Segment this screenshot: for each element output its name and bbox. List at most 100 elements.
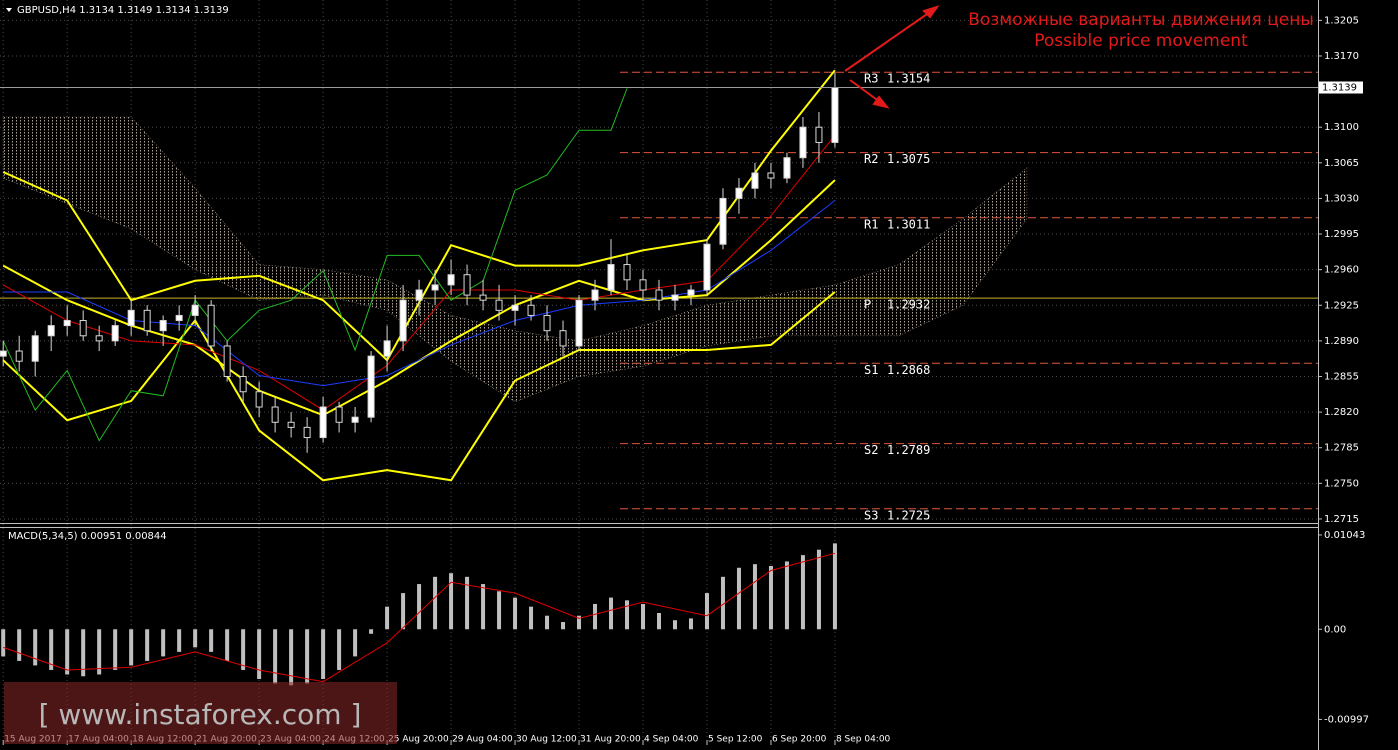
macd-bar <box>513 597 518 630</box>
candle-body <box>175 314 183 322</box>
macd-bar <box>561 622 566 630</box>
macd-bar <box>97 629 102 675</box>
candle-body <box>655 289 663 301</box>
pivot-label: S2 <box>864 443 878 457</box>
candle-body <box>687 289 695 296</box>
pivot-label: S3 <box>864 508 878 522</box>
candle-body <box>287 421 295 428</box>
macd-bar <box>161 629 166 657</box>
candle-body <box>767 172 775 179</box>
candle-body <box>95 335 103 342</box>
macd-bar <box>784 561 789 630</box>
macd-bar <box>81 629 86 677</box>
pivot-value: 1.2868 <box>887 363 930 377</box>
y-tick-label: 0.00 <box>1324 624 1346 635</box>
candle-body <box>543 314 551 332</box>
chart-title: GBPUSD,H4 1.3134 1.3149 1.3134 1.3139 <box>17 5 229 16</box>
macd-bar <box>401 593 406 630</box>
pivot-value: 1.3075 <box>887 152 930 166</box>
candle-body <box>639 279 647 291</box>
macd-bar <box>209 629 214 652</box>
candle-body <box>47 325 55 337</box>
ichimoku-cloud <box>2 116 1028 403</box>
macd-bar <box>369 629 374 634</box>
candle-body <box>399 299 407 342</box>
candle-body <box>607 264 615 291</box>
candle-body <box>63 320 71 327</box>
candle-body <box>127 309 135 327</box>
pivot-label: R1 <box>864 217 878 231</box>
x-tick-label: 5 Sep 12:00 <box>708 735 763 745</box>
x-tick-label: 6 Sep 20:00 <box>772 735 827 745</box>
candle-body <box>383 340 391 357</box>
y-tick-label: 0.01043 <box>1324 530 1365 541</box>
macd-bar <box>33 629 38 666</box>
candle-body <box>623 264 631 281</box>
macd-bar <box>49 629 54 670</box>
candle-body <box>303 426 311 439</box>
pivot-label: P <box>864 298 871 312</box>
y-tick-label: 1.3030 <box>1324 193 1359 204</box>
macd-bar <box>688 618 693 630</box>
macd-bar <box>17 629 22 661</box>
candle-body <box>143 309 151 332</box>
x-tick-label: 29 Aug 04:00 <box>452 735 513 745</box>
x-tick-label: 8 Sep 04:00 <box>836 735 891 745</box>
y-tick-label: 1.2995 <box>1324 229 1359 240</box>
annotation: Possible price movement <box>1034 31 1248 51</box>
macd-bar <box>337 629 342 670</box>
pivot-label: R3 <box>864 72 878 86</box>
current-price-box <box>1319 81 1363 94</box>
indicator-line <box>3 200 836 387</box>
macd-bar <box>625 600 630 630</box>
macd-bar <box>529 606 534 630</box>
macd-bar <box>609 597 614 630</box>
y-tick-label: -0.00997 <box>1324 714 1369 725</box>
y-tick-label: 1.3170 <box>1324 51 1359 62</box>
candle-body <box>271 406 279 423</box>
macd-bar <box>385 606 390 630</box>
current-price-label: 1.3139 <box>1322 83 1357 94</box>
annotation-arrows <box>844 5 940 109</box>
macd-bar <box>752 564 757 630</box>
candle-body <box>671 294 679 301</box>
macd-bar <box>225 629 230 661</box>
candle-body <box>191 304 199 316</box>
pivot-value: 1.3154 <box>887 72 930 86</box>
macd-bar <box>832 543 837 630</box>
macd-bar <box>672 620 677 630</box>
candle-body <box>415 289 423 301</box>
macd-bar <box>720 576 725 630</box>
macd-bar <box>321 629 326 679</box>
candle-body <box>0 350 7 357</box>
arrow <box>844 11 931 72</box>
macd-bar <box>289 629 294 686</box>
macd-bar <box>193 629 198 648</box>
macd-bar <box>305 629 310 684</box>
candle-body <box>15 350 23 362</box>
macd-bar <box>465 576 470 630</box>
pivot-label: R2 <box>864 152 878 166</box>
candle-body <box>31 335 39 362</box>
macd-bar <box>593 603 598 630</box>
pivot-value: 1.2725 <box>887 508 930 522</box>
candle-body <box>207 304 215 347</box>
macd-bar <box>417 584 422 630</box>
candle-body <box>495 299 503 311</box>
candle-body <box>575 299 583 347</box>
x-tick-label: 31 Aug 20:00 <box>580 735 641 745</box>
indicator-line <box>2 291 836 482</box>
macd-bar <box>257 629 262 679</box>
candle-body <box>367 355 375 418</box>
macd-bar <box>353 629 358 657</box>
y-tick-label: 1.2925 <box>1324 300 1359 311</box>
title-icon <box>6 8 12 12</box>
candle-body <box>223 345 231 377</box>
macd-bar <box>177 629 182 652</box>
candle-body <box>815 126 823 143</box>
candle-body <box>239 375 247 393</box>
y-tick-label: 1.2855 <box>1324 371 1359 382</box>
macd-bar <box>657 612 661 630</box>
